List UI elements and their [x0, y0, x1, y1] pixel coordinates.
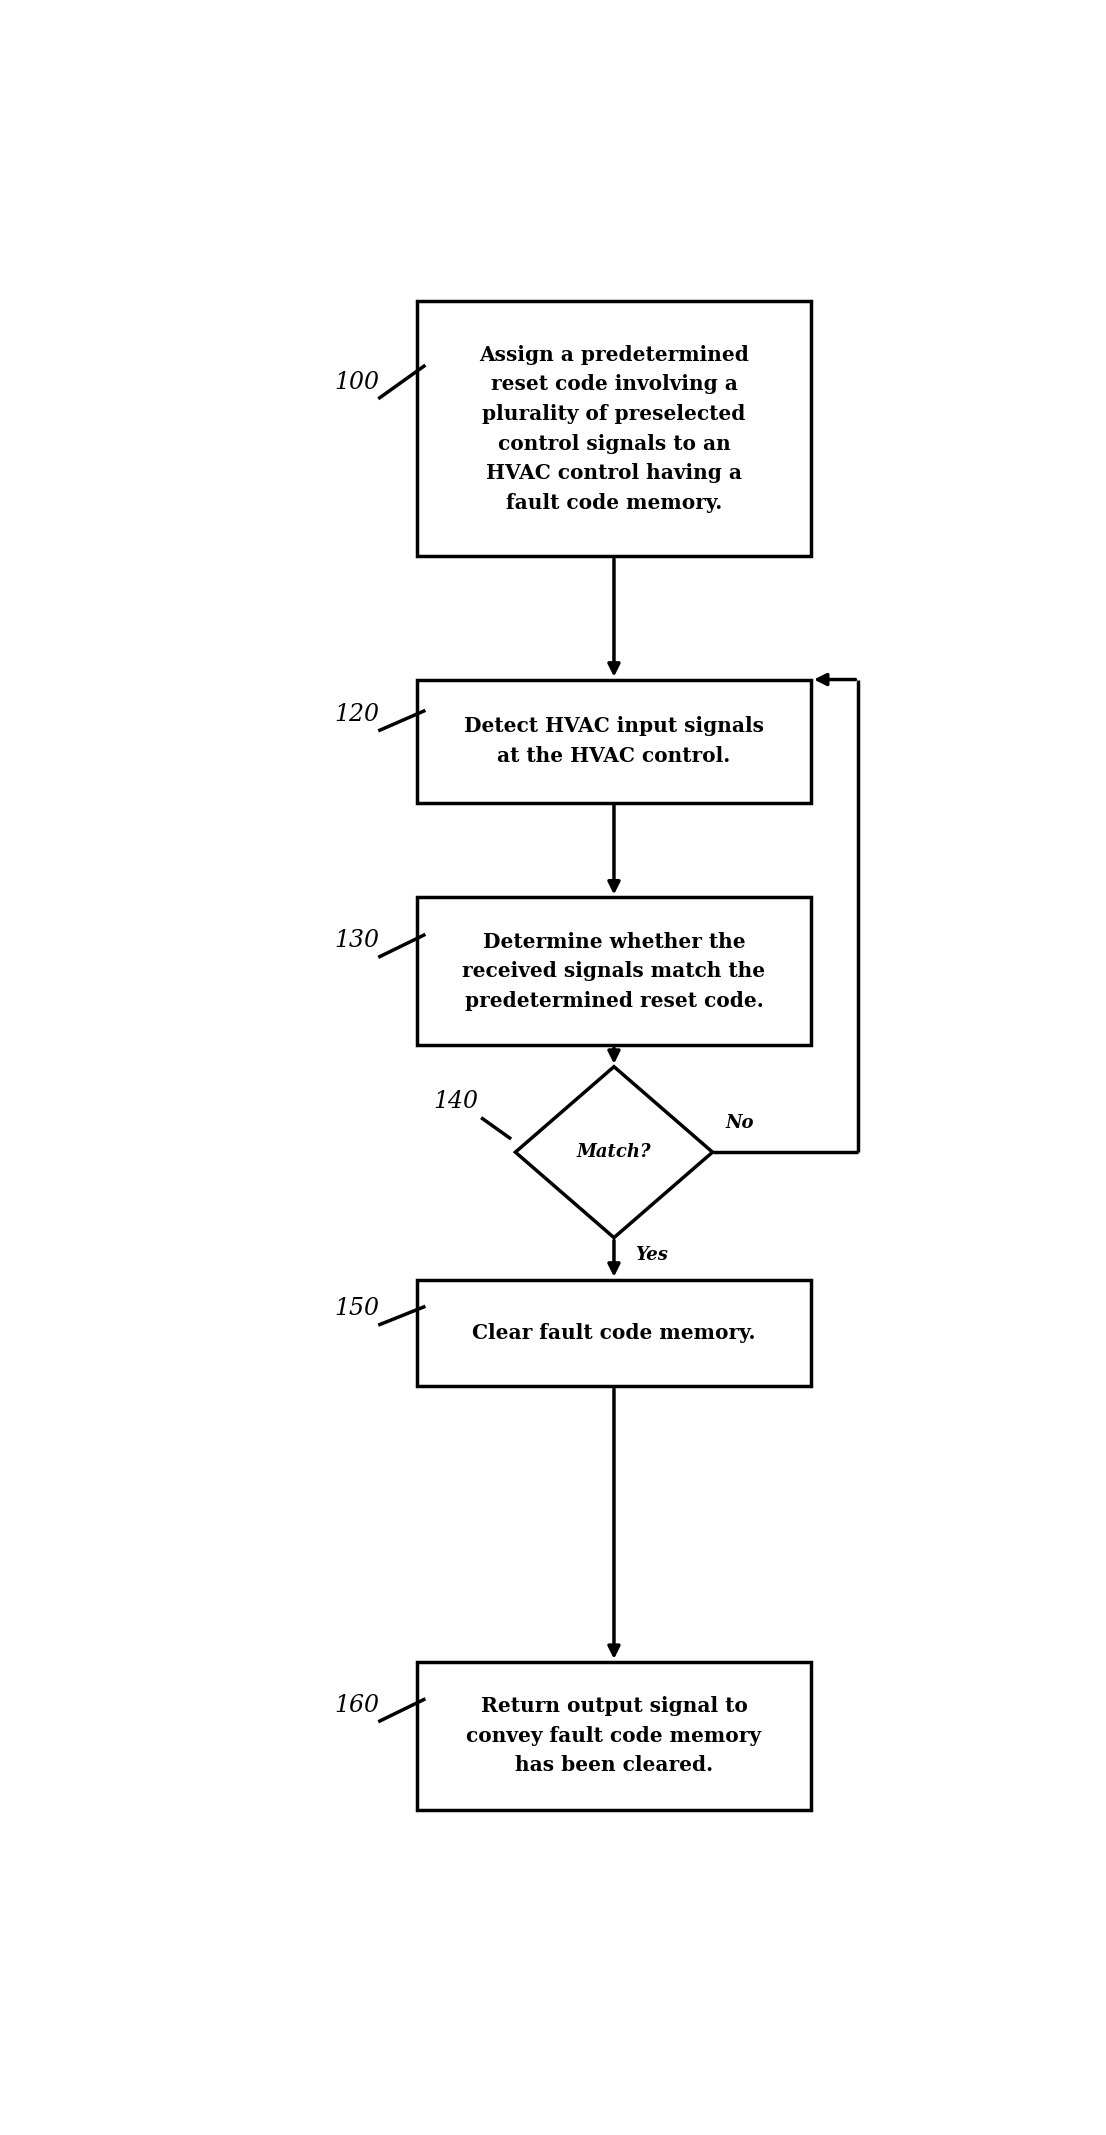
Text: 160: 160	[334, 1693, 379, 1717]
Text: 100: 100	[334, 371, 379, 393]
Text: Return output signal to
convey fault code memory
has been cleared.: Return output signal to convey fault cod…	[467, 1695, 761, 1776]
Text: Determine whether the
received signals match the
predetermined reset code.: Determine whether the received signals m…	[462, 931, 765, 1010]
Polygon shape	[515, 1068, 712, 1238]
Text: 120: 120	[334, 702, 379, 726]
Bar	[417, 1279, 811, 1386]
Text: Assign a predetermined
reset code involving a
plurality of preselected
control s: Assign a predetermined reset code involv…	[479, 346, 749, 512]
Text: Clear fault code memory.: Clear fault code memory.	[472, 1324, 755, 1343]
Text: Detect HVAC input signals
at the HVAC control.: Detect HVAC input signals at the HVAC co…	[465, 717, 764, 766]
Text: No: No	[726, 1114, 754, 1132]
Text: 150: 150	[334, 1298, 379, 1319]
Bar	[417, 897, 811, 1046]
Text: Match?: Match?	[576, 1142, 651, 1161]
Bar	[417, 1661, 811, 1810]
Text: 130: 130	[334, 929, 379, 952]
Text: 140: 140	[432, 1089, 478, 1112]
Bar	[417, 301, 811, 557]
Bar	[417, 679, 811, 803]
Text: Yes: Yes	[635, 1247, 668, 1264]
